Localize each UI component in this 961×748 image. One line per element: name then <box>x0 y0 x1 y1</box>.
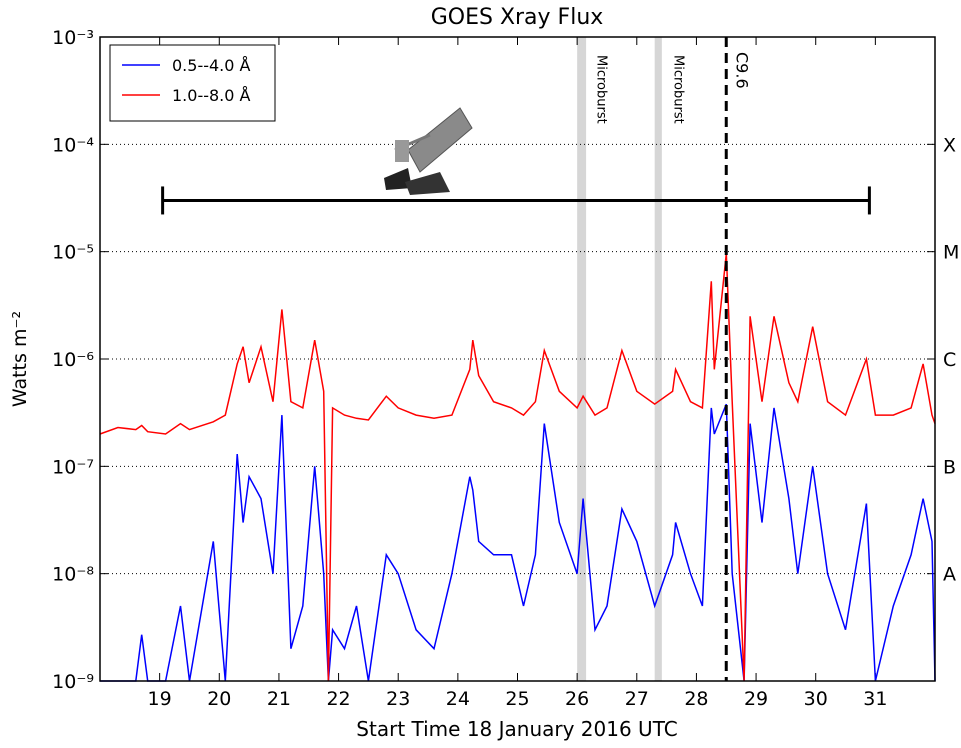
y-tick-label: 10⁻⁴ <box>52 134 94 156</box>
y-tick-label: 10⁻⁷ <box>52 456 94 478</box>
x-tick-label: 30 <box>804 688 828 710</box>
x-tick-label: 22 <box>326 688 350 710</box>
y-tick-label: 10⁻³ <box>52 27 94 49</box>
chart: GOES Xray Flux Start Time 18 January 201… <box>0 0 961 744</box>
series-line <box>100 404 935 681</box>
x-tick-label: 27 <box>625 688 649 710</box>
legend-label: 0.5--4.0 Å <box>172 56 251 75</box>
y-tick-label: 10⁻⁵ <box>52 242 94 264</box>
x-tick-label: 25 <box>505 688 529 710</box>
flare-class-label: A <box>943 564 956 586</box>
x-tick-label: 23 <box>386 688 410 710</box>
y-axis-label: Watts m⁻² <box>9 311 31 407</box>
plot-frame <box>100 37 935 681</box>
x-axis-label: Start Time 18 January 2016 UTC <box>356 717 677 741</box>
y-tick-label: 10⁻⁹ <box>52 671 94 693</box>
x-tick-label: 31 <box>863 688 887 710</box>
x-tick-label: 28 <box>684 688 708 710</box>
flare-class-label: C <box>943 349 956 371</box>
marker-label: C9.6 <box>732 52 751 89</box>
x-tick-label: 24 <box>446 688 470 710</box>
legend-label: 1.0--8.0 Å <box>172 86 251 105</box>
flare-class-label: X <box>943 134 956 156</box>
x-tick-label: 26 <box>565 688 589 710</box>
flare-class-label: B <box>943 456 956 478</box>
satellite-icon <box>384 108 472 195</box>
x-tick-label: 21 <box>267 688 291 710</box>
series-line <box>100 254 935 681</box>
chart-title: GOES Xray Flux <box>431 5 604 30</box>
x-tick-label: 20 <box>207 688 231 710</box>
flare-class-label: M <box>943 242 959 264</box>
y-tick-label: 10⁻⁸ <box>52 564 94 586</box>
x-tick-label: 29 <box>744 688 768 710</box>
band-label: Microburst <box>670 55 685 124</box>
band-label: Microburst <box>594 55 609 124</box>
y-tick-label: 10⁻⁶ <box>52 349 94 371</box>
x-tick-label: 19 <box>148 688 172 710</box>
